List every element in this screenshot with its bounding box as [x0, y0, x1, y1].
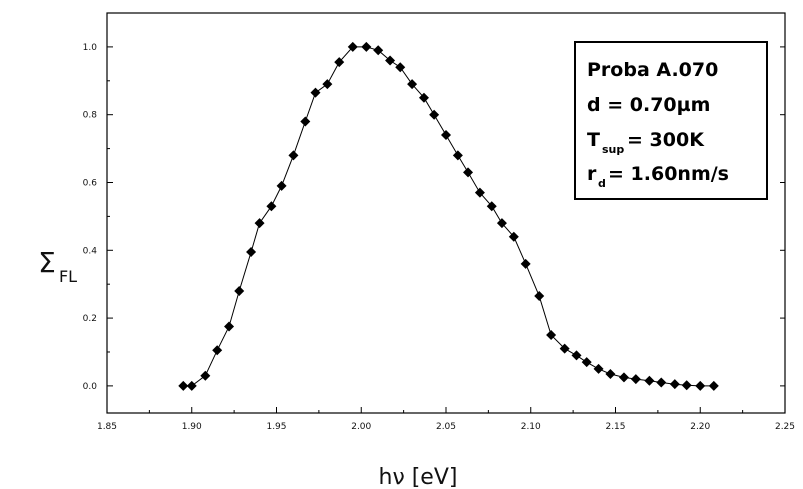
data-point	[463, 167, 474, 178]
y-tick-label: 1.0	[83, 43, 98, 53]
data-point	[441, 130, 451, 141]
right-axis-ticks	[780, 46, 785, 387]
data-point	[559, 343, 570, 354]
data-point	[178, 380, 189, 391]
y-tick-label: 0.0	[83, 382, 98, 392]
data-point	[644, 375, 655, 386]
data-point	[581, 357, 592, 368]
data-point	[546, 330, 557, 341]
legend-rate-sub: d	[598, 177, 606, 190]
data-point	[618, 372, 629, 383]
data-point	[246, 246, 257, 257]
data-point	[452, 150, 463, 161]
data-point	[418, 92, 429, 103]
data-point	[630, 374, 641, 385]
legend-temperature-value: = 300K	[627, 129, 705, 151]
data-point	[361, 41, 372, 52]
x-tick-label: 2.10	[521, 422, 541, 432]
y-tick-label: 0.2	[83, 314, 97, 324]
x-axis-ticks: 1.85 1.90 1.95 2.00 2.05 2.10 2.15 2.20 2.25	[97, 407, 795, 432]
series-markers	[178, 41, 719, 391]
data-point	[429, 109, 440, 120]
legend-box	[574, 41, 768, 200]
data-point	[571, 350, 582, 361]
y-axis-title-sub: FL	[59, 267, 77, 286]
data-point	[385, 55, 396, 66]
data-point	[266, 201, 277, 212]
x-tick-label: 2.15	[605, 422, 625, 432]
data-point	[474, 187, 485, 198]
data-point	[708, 380, 719, 391]
data-point	[322, 79, 333, 90]
x-tick-label: 1.85	[97, 422, 117, 432]
x-tick-label: 2.25	[775, 422, 795, 432]
data-point	[373, 45, 384, 56]
legend-rate-main: r	[587, 163, 597, 185]
data-point	[310, 87, 321, 98]
y-axis-ticks: 0.0 0.2 0.4 0.6 0.8 1.0	[83, 43, 113, 392]
legend-sample: Proba A.070	[587, 59, 718, 81]
y-tick-label: 0.6	[83, 178, 98, 188]
data-point	[224, 321, 235, 332]
data-point	[300, 116, 311, 127]
data-point	[395, 62, 406, 73]
data-point	[334, 57, 345, 68]
x-tick-label: 1.95	[266, 422, 286, 432]
x-axis-title: hν [eV]	[379, 465, 458, 489]
legend-temperature-main: T	[587, 129, 600, 151]
y-axis-title: Σ FL	[38, 246, 77, 286]
data-point	[496, 218, 507, 229]
y-tick-label: 0.8	[83, 111, 98, 121]
series-line	[183, 46, 714, 387]
data-point	[288, 150, 299, 161]
x-tick-label: 2.20	[690, 422, 710, 432]
data-point	[593, 363, 604, 374]
data-point	[212, 345, 223, 356]
data-point	[695, 380, 706, 391]
data-point	[347, 41, 358, 52]
data-point	[669, 379, 680, 390]
legend: Proba A.070 d = 0.70µm T sup = 300K r d …	[574, 41, 768, 200]
data-point	[407, 79, 418, 90]
data-point	[486, 201, 497, 212]
data-point	[254, 218, 265, 229]
data-point	[605, 369, 616, 380]
x-tick-label: 2.00	[351, 422, 371, 432]
data-point	[276, 180, 287, 191]
y-tick-label: 0.4	[83, 246, 98, 256]
data-point	[186, 380, 197, 391]
x-tick-label: 2.05	[436, 422, 456, 432]
data-point	[508, 231, 519, 242]
data-point	[534, 291, 545, 302]
legend-temperature-sub: sup	[602, 143, 624, 156]
data-point	[200, 370, 211, 381]
x-tick-label: 1.90	[182, 422, 202, 432]
legend-thickness: d = 0.70µm	[587, 94, 710, 116]
y-axis-title-main: Σ	[38, 246, 56, 279]
data-point	[681, 380, 692, 391]
data-point	[234, 285, 245, 296]
data-point	[656, 377, 667, 388]
data-point	[520, 258, 531, 269]
legend-rate-value: = 1.60nm/s	[608, 163, 729, 185]
